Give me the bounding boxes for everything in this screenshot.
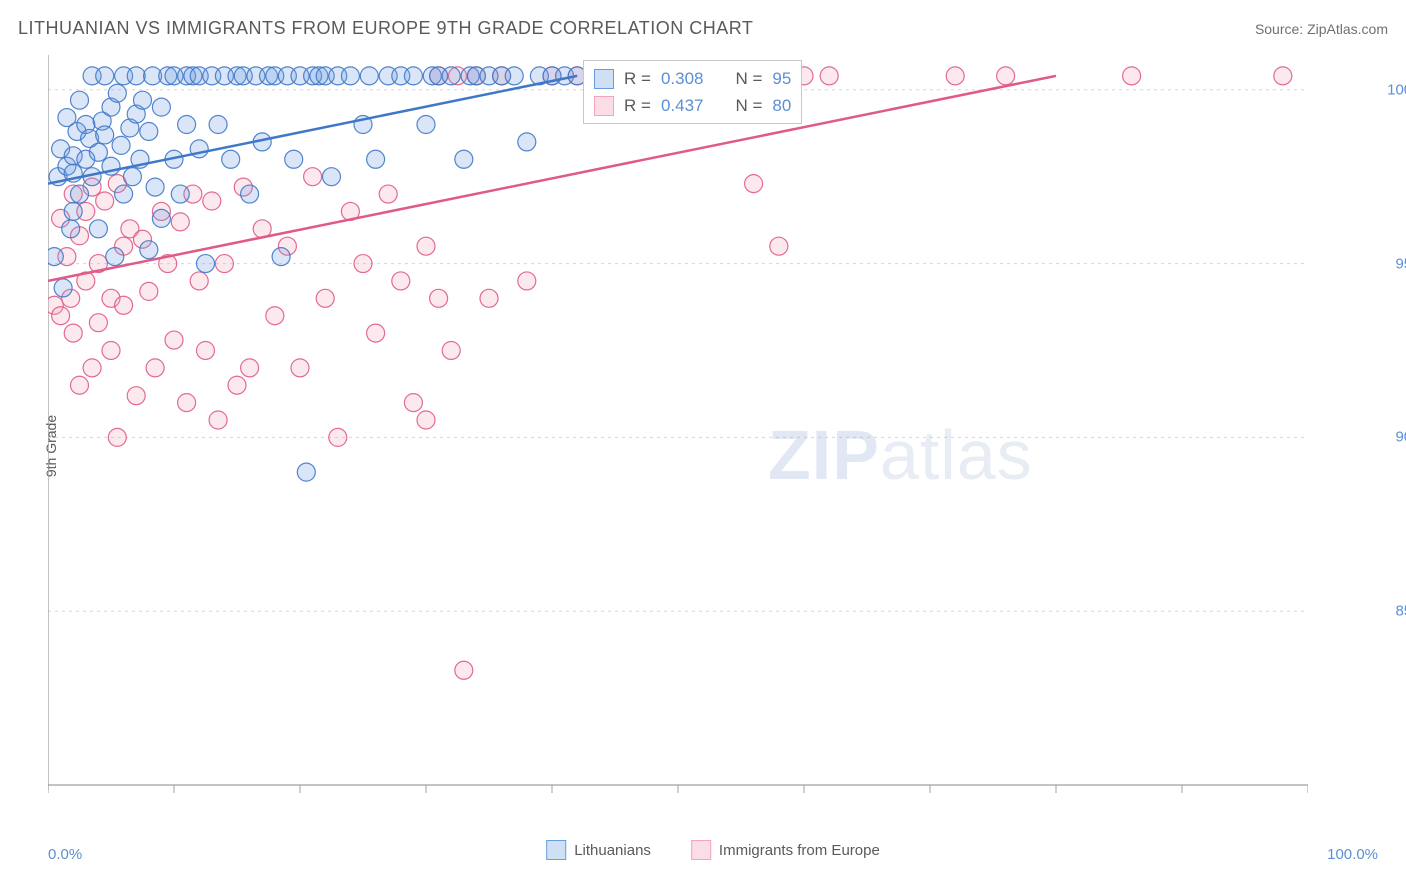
header: LITHUANIAN VS IMMIGRANTS FROM EUROPE 9TH… — [18, 18, 1388, 39]
source-label: Source: ZipAtlas.com — [1255, 21, 1388, 37]
stats-r-value: 0.308 — [661, 65, 704, 92]
y-tick-label: 90.0% — [1395, 429, 1406, 446]
y-tick-label: 85.0% — [1395, 603, 1406, 620]
stats-r-label: R = — [624, 92, 651, 119]
stats-n-value: 95 — [772, 65, 791, 92]
legend-swatch — [594, 69, 614, 89]
stats-legend-box: R = 0.308 N = 95 R = 0.437 N = 80 — [583, 60, 802, 124]
stats-r-label: R = — [624, 65, 651, 92]
stats-row: R = 0.437 N = 80 — [594, 92, 791, 119]
stats-n-value: 80 — [772, 92, 791, 119]
legend-swatch — [546, 840, 566, 860]
stats-row: R = 0.308 N = 95 — [594, 65, 791, 92]
scatter-plot-svg — [48, 55, 1308, 825]
chart-title: LITHUANIAN VS IMMIGRANTS FROM EUROPE 9TH… — [18, 18, 753, 39]
stats-r-value: 0.437 — [661, 92, 704, 119]
stats-n-label: N = — [735, 65, 762, 92]
y-tick-label: 100.0% — [1387, 81, 1406, 98]
legend-item: Lithuanians — [546, 840, 651, 860]
stats-n-label: N = — [735, 92, 762, 119]
y-tick-label: 95.0% — [1395, 255, 1406, 272]
legend-swatch — [691, 840, 711, 860]
plot-area: ZIPatlas R = 0.308N = 95R = 0.437N = 80 … — [48, 55, 1378, 825]
legend-swatch — [594, 96, 614, 116]
x-axis-min-label: 0.0% — [48, 846, 82, 863]
legend-label: Lithuanians — [574, 842, 651, 859]
bottom-legend: Lithuanians Immigrants from Europe — [546, 840, 880, 860]
legend-label: Immigrants from Europe — [719, 842, 880, 859]
x-axis-max-label: 100.0% — [1327, 846, 1378, 863]
legend-item: Immigrants from Europe — [691, 840, 880, 860]
